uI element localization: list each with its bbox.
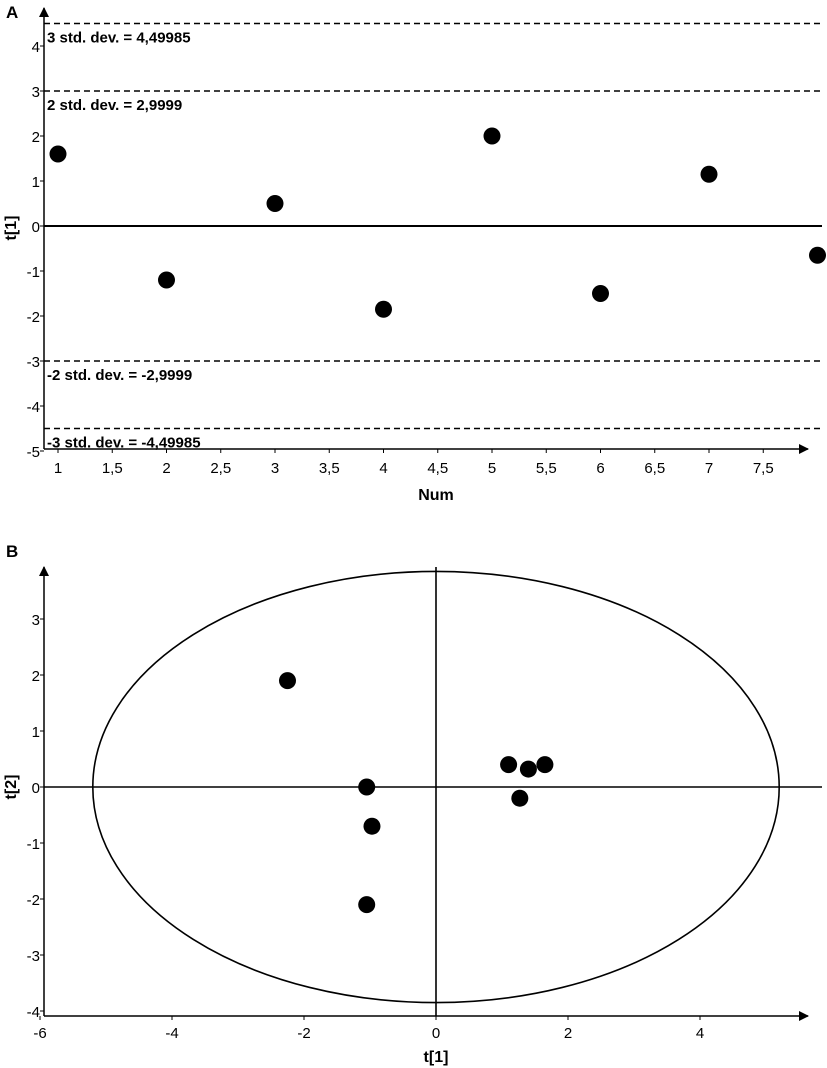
data-point: [158, 271, 175, 289]
y-tick-label: 3: [32, 84, 40, 101]
y-tick-label: -4: [27, 1004, 40, 1021]
x-tick-label: -4: [165, 1025, 178, 1042]
x-tick-label: 5,5: [536, 460, 557, 477]
y-tick-label: -3: [27, 948, 40, 965]
data-point: [519, 760, 537, 778]
data-point: [592, 285, 609, 302]
x-tick-label: 6,5: [644, 460, 665, 477]
x-tick-label: 3,5: [319, 460, 340, 477]
data-point: [363, 817, 381, 835]
std-dev-label: 3 std. dev. = 4,49985: [47, 30, 191, 47]
x-tick-label: 5: [488, 460, 496, 477]
x-tick-label: 6: [596, 460, 604, 477]
x-tick-label: 2: [162, 460, 170, 477]
std-dev-label: 2 std. dev. = 2,9999: [47, 97, 182, 114]
data-point: [375, 300, 392, 318]
y-axis-title: t[2]: [3, 775, 20, 800]
data-point: [536, 756, 554, 774]
data-point: [700, 165, 718, 183]
x-tick-label: 4: [379, 460, 387, 477]
panel-label: B: [6, 542, 18, 561]
panel-label: A: [6, 3, 18, 22]
data-point: [49, 145, 67, 163]
y-tick-label: 3: [32, 612, 40, 629]
y-tick-label: 2: [32, 129, 40, 146]
y-tick-label: 1: [32, 174, 40, 191]
y-tick-label: -3: [27, 354, 40, 371]
x-axis-title: t[1]: [424, 1049, 449, 1066]
x-tick-label: -6: [33, 1025, 46, 1042]
x-tick-label: 3: [271, 460, 279, 477]
y-tick-label: -1: [27, 264, 40, 281]
data-point: [358, 778, 376, 796]
y-tick-label: 2: [32, 668, 40, 685]
x-tick-label: 4,5: [427, 460, 448, 477]
x-tick-label: 1,5: [102, 460, 123, 477]
panel-b-chart: B 3 2 1 0 -1 -2 -3 -4 -6 -4 -2 0 2 4 t[1] t[2]: [3, 542, 822, 1066]
data-point: [358, 896, 376, 914]
x-tick-label: 2,5: [210, 460, 231, 477]
x-tick-label: 7,5: [753, 460, 774, 477]
y-tick-label: -1: [27, 836, 40, 853]
y-axis-title: t[1]: [3, 216, 20, 241]
data-point: [279, 672, 296, 690]
data-point: [511, 789, 529, 807]
y-tick-label: -2: [27, 309, 40, 326]
x-tick-label: -2: [297, 1025, 310, 1042]
x-tick-label: 1: [54, 460, 62, 477]
y-tick-label: 0: [32, 780, 40, 797]
x-tick-label: 4: [696, 1025, 704, 1042]
y-tick-label: 0: [32, 219, 40, 236]
y-tick-label: 1: [32, 724, 40, 741]
y-tick-label: -5: [27, 444, 40, 461]
x-tick-label: 7: [705, 460, 713, 477]
x-tick-label: 2: [564, 1025, 572, 1042]
data-point: [809, 246, 826, 264]
data-point: [483, 127, 501, 145]
y-tick-label: -4: [27, 399, 40, 416]
std-dev-label: -3 std. dev. = -4,49985: [47, 434, 201, 451]
confidence-ellipse: [91, 570, 781, 1004]
y-tick-label: -2: [27, 892, 40, 909]
x-axis-title: Num: [418, 487, 454, 504]
data-point: [266, 195, 284, 212]
data-point: [500, 756, 518, 774]
y-tick-label: 4: [32, 39, 40, 56]
x-tick-label: 0: [432, 1025, 440, 1042]
std-dev-label: -2 std. dev. = -2,9999: [47, 367, 192, 384]
